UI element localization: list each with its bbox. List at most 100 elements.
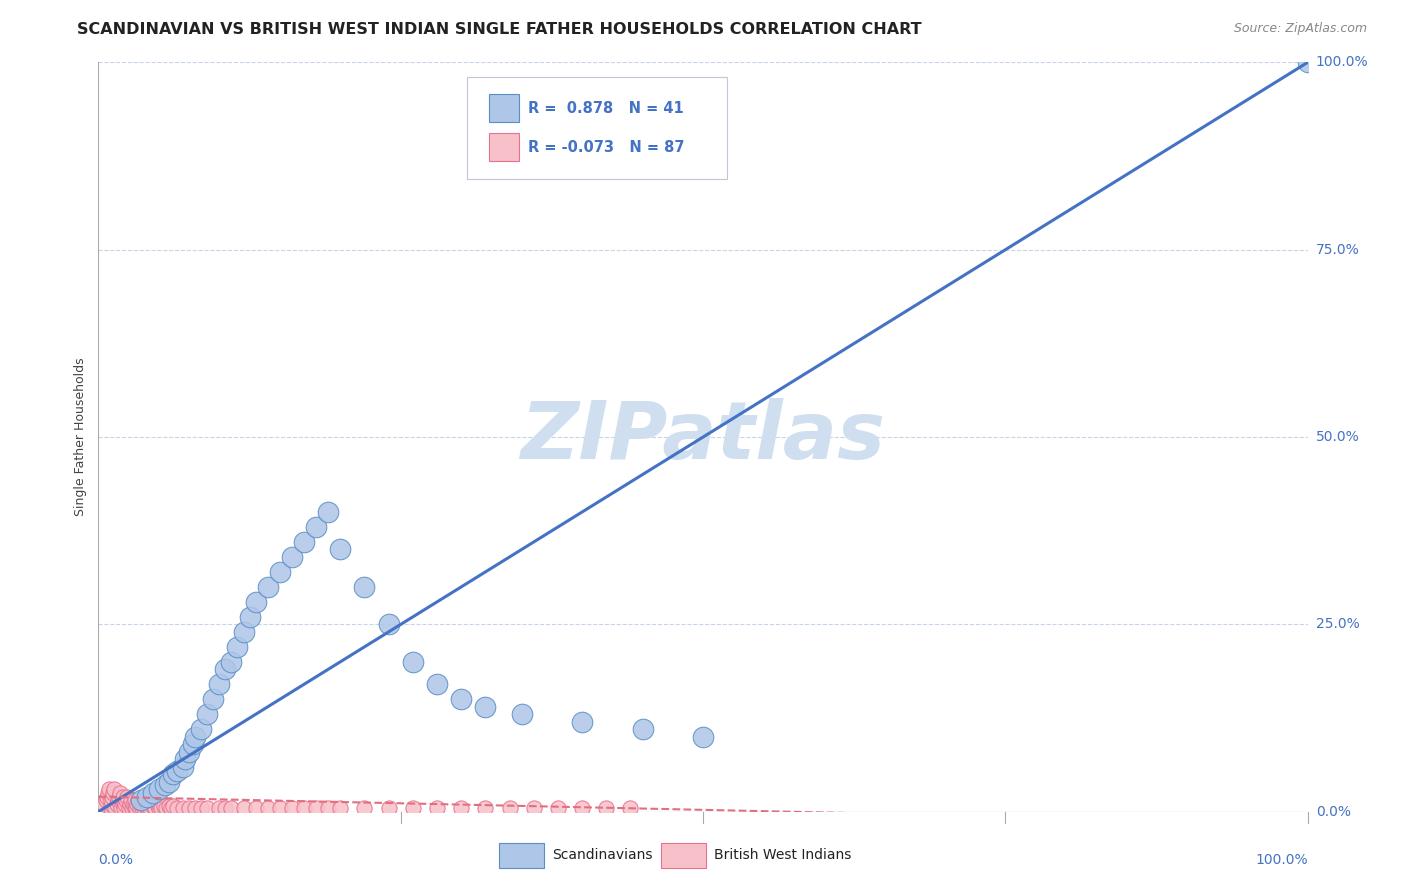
Point [142, 798, 165, 813]
Point [132, 797, 155, 812]
Point [402, 801, 425, 815]
Point [131, 801, 153, 815]
Point [232, 624, 254, 639]
Point [184, 801, 207, 815]
Point [153, 779, 176, 793]
Point [135, 797, 157, 812]
Point [498, 801, 520, 815]
Point [571, 714, 593, 729]
Point [135, 798, 157, 813]
Point [93, 797, 115, 812]
Point [474, 801, 496, 815]
Point [179, 745, 201, 759]
Point [619, 801, 641, 815]
Point [100, 789, 122, 804]
Point [353, 801, 375, 815]
Point [160, 801, 183, 815]
Point [426, 677, 449, 691]
Point [510, 707, 533, 722]
Point [128, 801, 150, 815]
Point [108, 786, 131, 800]
Point [474, 699, 496, 714]
Point [305, 520, 328, 534]
Point [101, 786, 124, 800]
Text: R = -0.073   N = 87: R = -0.073 N = 87 [527, 140, 685, 154]
Point [107, 793, 129, 807]
Point [118, 801, 141, 815]
Point [190, 801, 212, 815]
Point [118, 797, 141, 812]
Text: 0.0%: 0.0% [1316, 805, 1351, 819]
Point [281, 549, 304, 564]
Text: Source: ZipAtlas.com: Source: ZipAtlas.com [1233, 22, 1367, 36]
Point [143, 801, 166, 815]
Point [135, 789, 157, 804]
Point [329, 542, 352, 557]
Point [108, 789, 131, 804]
Point [316, 801, 339, 815]
Point [232, 801, 254, 815]
Point [112, 801, 135, 815]
Point [124, 793, 146, 807]
Text: R =  0.878   N = 41: R = 0.878 N = 41 [527, 101, 683, 116]
Point [292, 535, 315, 549]
Point [162, 798, 184, 813]
Point [631, 723, 654, 737]
Point [450, 692, 472, 706]
Text: 100.0%: 100.0% [1316, 55, 1368, 70]
Point [269, 801, 291, 815]
Point [377, 617, 399, 632]
Point [100, 797, 122, 812]
Point [239, 610, 262, 624]
FancyBboxPatch shape [489, 94, 519, 122]
Point [195, 801, 218, 815]
Point [190, 723, 212, 737]
Point [100, 793, 122, 807]
Point [208, 801, 231, 815]
Point [292, 801, 315, 815]
Point [125, 801, 148, 815]
Point [214, 662, 236, 676]
Point [181, 737, 204, 751]
Point [121, 801, 143, 815]
Point [148, 801, 170, 815]
Point [111, 797, 134, 812]
Point [122, 797, 145, 812]
Point [269, 565, 291, 579]
Point [166, 801, 188, 815]
Point [523, 801, 546, 815]
Text: 25.0%: 25.0% [1316, 617, 1360, 632]
Point [139, 801, 162, 815]
Point [162, 767, 184, 781]
Point [245, 595, 267, 609]
Point [245, 801, 267, 815]
Point [281, 801, 304, 815]
Point [157, 798, 180, 813]
Point [256, 580, 278, 594]
Point [195, 707, 218, 722]
Y-axis label: Single Father Households: Single Father Households [75, 358, 87, 516]
Point [136, 801, 159, 815]
Point [103, 782, 125, 797]
FancyBboxPatch shape [467, 78, 727, 178]
Text: 50.0%: 50.0% [1316, 430, 1360, 444]
Point [110, 801, 132, 815]
Point [256, 801, 278, 815]
Point [208, 677, 231, 691]
Point [117, 789, 139, 804]
Text: British West Indians: British West Indians [714, 848, 852, 863]
Point [377, 801, 399, 815]
Point [127, 797, 149, 812]
Text: SCANDINAVIAN VS BRITISH WEST INDIAN SINGLE FATHER HOUSEHOLDS CORRELATION CHART: SCANDINAVIAN VS BRITISH WEST INDIAN SING… [77, 22, 922, 37]
Point [353, 580, 375, 594]
Point [124, 801, 146, 815]
Point [150, 801, 173, 815]
Point [316, 505, 339, 519]
Point [148, 782, 170, 797]
Point [111, 789, 134, 804]
Point [166, 764, 188, 778]
Point [214, 801, 236, 815]
Point [148, 797, 170, 812]
Text: 100.0%: 100.0% [1256, 853, 1308, 867]
Point [172, 801, 194, 815]
